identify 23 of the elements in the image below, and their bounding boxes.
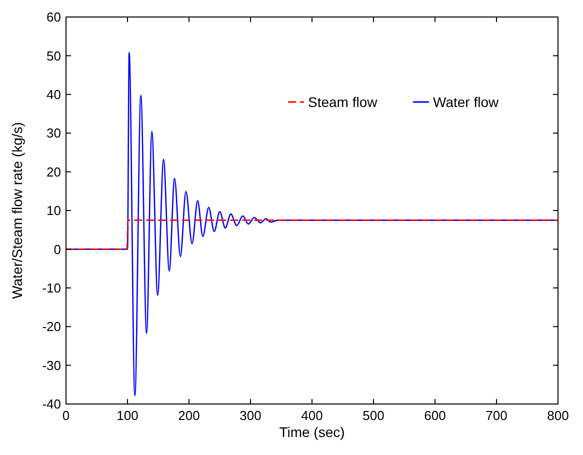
x-tick-label: 100 (116, 408, 138, 423)
legend-label: Steam flow (308, 94, 378, 110)
y-tick-label: 40 (46, 86, 61, 102)
x-tick-label: 500 (362, 408, 384, 423)
y-tick-label: -40 (42, 396, 61, 412)
y-axis-title: Water/Steam flow rate (kg/s) (9, 122, 25, 299)
y-tick-label: 30 (46, 126, 61, 141)
y-tick-label: -10 (42, 280, 61, 296)
x-tick-label: 200 (178, 408, 200, 423)
y-tick-label: 50 (46, 48, 61, 64)
legend-label: Water flow (433, 94, 500, 110)
x-tick-label: 300 (240, 408, 262, 423)
y-tick-label: 0 (54, 242, 61, 257)
y-tick-label: -20 (42, 319, 61, 334)
x-axis-title: Time (sec) (279, 424, 345, 440)
y-tick-label: -30 (42, 358, 61, 373)
y-tick-label: 10 (46, 203, 61, 218)
x-tick-label: 600 (424, 408, 446, 423)
x-tick-label: 700 (486, 408, 508, 423)
y-tick-label: 60 (46, 10, 61, 25)
x-tick-label: 400 (301, 408, 323, 423)
x-tick-label: 800 (547, 408, 569, 423)
y-tick-label: 20 (46, 164, 61, 180)
